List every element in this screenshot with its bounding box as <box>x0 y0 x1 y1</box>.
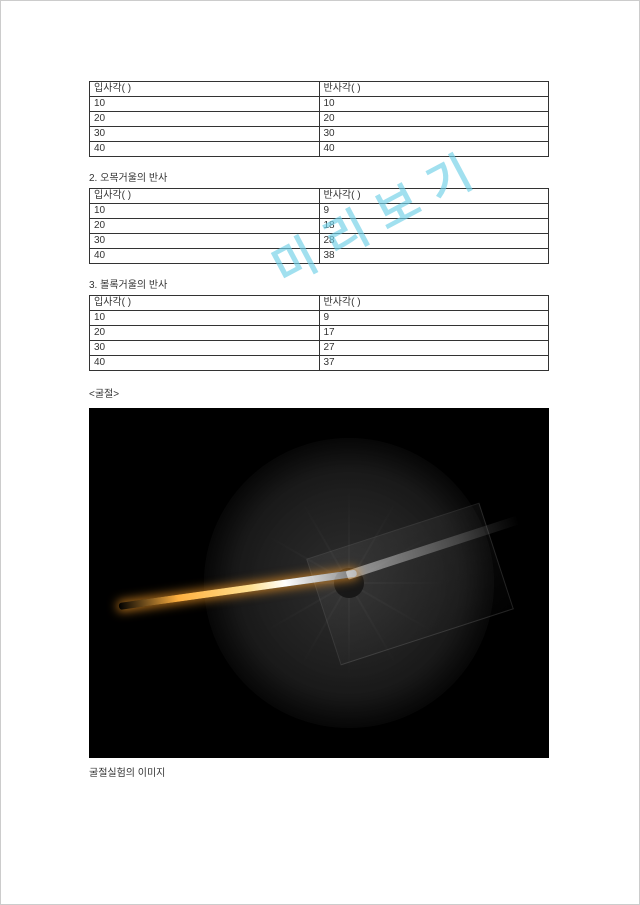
table-row: 109 <box>90 311 549 326</box>
cell: 30 <box>319 127 549 142</box>
cell: 40 <box>90 142 320 157</box>
cell: 30 <box>90 234 320 249</box>
table-row: 4040 <box>90 142 549 157</box>
figure-caption: 굴절실험의 이미지 <box>89 764 549 779</box>
cell: 30 <box>90 127 320 142</box>
cell: 30 <box>90 341 320 356</box>
table-row: 4038 <box>90 249 549 264</box>
section-heading-concave: 2. 오목거울의 반사 <box>89 169 549 184</box>
cell: 40 <box>90 249 320 264</box>
table-row: 3028 <box>90 234 549 249</box>
document-page: 입사각( ) 반사각( ) 1010 2020 3030 4040 2. 오목거… <box>0 0 640 905</box>
cell: 28 <box>319 234 549 249</box>
table-concave-mirror: 입사각( ) 반사각( ) 109 2018 3028 4038 <box>89 188 549 264</box>
section-heading-refraction: <굴절> <box>89 385 549 400</box>
cell: 10 <box>319 97 549 112</box>
cell: 9 <box>319 311 549 326</box>
cell: 20 <box>90 326 320 341</box>
cell: 18 <box>319 219 549 234</box>
refraction-figure <box>89 408 549 758</box>
cell: 40 <box>90 356 320 371</box>
section-heading-convex: 3. 볼록거울의 반사 <box>89 276 549 291</box>
table-row: 1010 <box>90 97 549 112</box>
column-header: 반사각( ) <box>319 189 549 204</box>
table-row: 입사각( ) 반사각( ) <box>90 296 549 311</box>
table-row: 3027 <box>90 341 549 356</box>
table-row: 109 <box>90 204 549 219</box>
table-row: 2018 <box>90 219 549 234</box>
column-header: 입사각( ) <box>90 82 320 97</box>
cell: 37 <box>319 356 549 371</box>
cell: 10 <box>90 97 320 112</box>
table-row: 2020 <box>90 112 549 127</box>
cell: 9 <box>319 204 549 219</box>
cell: 10 <box>90 204 320 219</box>
column-header: 입사각( ) <box>90 296 320 311</box>
cell: 27 <box>319 341 549 356</box>
table-row: 2017 <box>90 326 549 341</box>
cell: 38 <box>319 249 549 264</box>
content-area: 입사각( ) 반사각( ) 1010 2020 3030 4040 2. 오목거… <box>89 81 549 779</box>
table-row: 입사각( ) 반사각( ) <box>90 189 549 204</box>
table-row: 3030 <box>90 127 549 142</box>
column-header: 반사각( ) <box>319 82 549 97</box>
cell: 20 <box>90 112 320 127</box>
column-header: 입사각( ) <box>90 189 320 204</box>
table-row: 입사각( ) 반사각( ) <box>90 82 549 97</box>
column-header: 반사각( ) <box>319 296 549 311</box>
cell: 10 <box>90 311 320 326</box>
cell: 20 <box>319 112 549 127</box>
cell: 17 <box>319 326 549 341</box>
table-convex-mirror: 입사각( ) 반사각( ) 109 2017 3027 4037 <box>89 295 549 371</box>
cell: 40 <box>319 142 549 157</box>
table-flat-mirror: 입사각( ) 반사각( ) 1010 2020 3030 4040 <box>89 81 549 157</box>
cell: 20 <box>90 219 320 234</box>
table-row: 4037 <box>90 356 549 371</box>
